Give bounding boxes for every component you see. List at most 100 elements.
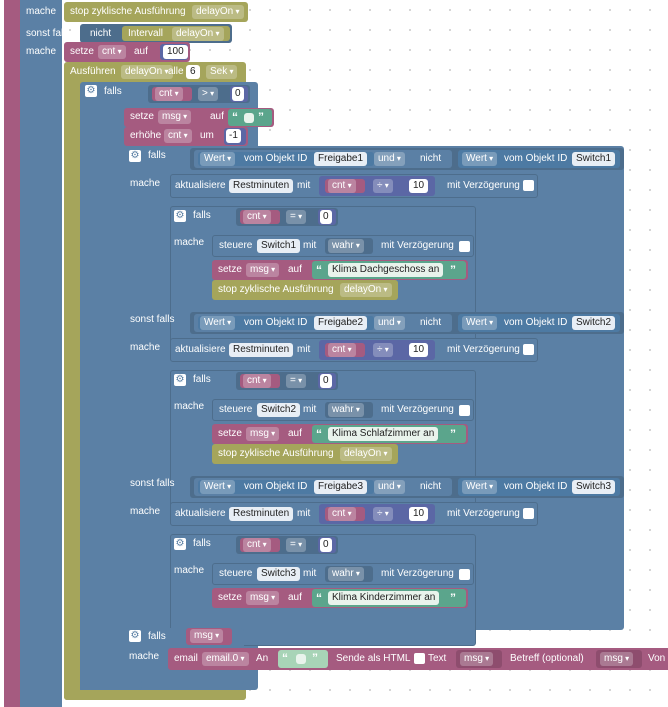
divide-block[interactable]: cnt ÷ 10	[319, 176, 435, 196]
gear-icon[interactable]: ⚙	[174, 374, 186, 386]
cnt-get-dropdown[interactable]: cnt	[243, 210, 271, 224]
delay-checkbox[interactable]	[459, 241, 470, 252]
divide-block[interactable]: cnt ÷ 10	[319, 340, 435, 360]
zero-field[interactable]: 0	[232, 87, 244, 101]
delay-checkbox[interactable]	[459, 569, 470, 580]
object-id-field[interactable]: Freigabe3	[314, 480, 368, 494]
object-id-field[interactable]: Freigabe1	[314, 152, 368, 166]
text-literal-block[interactable]: Klima Kinderzimmer an	[312, 589, 466, 607]
cnt-get-dropdown[interactable]: cnt	[155, 87, 183, 101]
value-dropdown[interactable]: Wert	[200, 480, 236, 494]
to-address-text-block[interactable]	[278, 650, 328, 668]
switch-target-field[interactable]: Switch2	[257, 403, 301, 417]
switch-id-field[interactable]: Switch2	[572, 316, 616, 330]
zero-field[interactable]: 0	[320, 538, 332, 552]
update-state-block[interactable]: aktualisiere Restminuten mit cnt ÷ 10 mi…	[170, 502, 538, 526]
cnt-get-block[interactable]: cnt	[152, 87, 192, 101]
eq-operator-dropdown[interactable]: =	[286, 210, 307, 224]
empty-text-block[interactable]	[228, 109, 272, 126]
interval-6-field[interactable]: 6	[186, 65, 200, 79]
switch-id-field[interactable]: Switch1	[572, 152, 616, 166]
and-block[interactable]: Wert vom Objekt ID Freigabe3 und nicht	[194, 478, 452, 496]
cnt-get-block[interactable]: cnt	[240, 538, 280, 552]
update-state-block[interactable]: aktualisiere Restminuten mit cnt ÷ 10 mi…	[170, 338, 538, 362]
gt-operator-dropdown[interactable]: >	[198, 87, 219, 101]
state-id-field[interactable]: Restminuten	[229, 343, 294, 357]
cnt-get-block[interactable]: cnt	[325, 179, 365, 193]
cnt-var-dropdown[interactable]: cnt	[98, 45, 126, 59]
value-dropdown[interactable]: Wert	[462, 152, 498, 166]
bool-block[interactable]: wahr	[325, 238, 373, 254]
compare-block[interactable]: cnt = 0	[236, 536, 338, 554]
delay-checkbox[interactable]	[523, 180, 534, 191]
compare-block[interactable]: cnt = 0	[236, 208, 338, 226]
divisor-field[interactable]: 10	[409, 343, 429, 357]
subject-var-dropdown[interactable]: msg	[600, 652, 634, 666]
and-operator-dropdown[interactable]: und	[374, 316, 405, 330]
to-address-field[interactable]	[296, 654, 306, 664]
msg-var-dropdown[interactable]: msg	[158, 110, 192, 124]
cnt-get-dropdown[interactable]: cnt	[243, 538, 271, 552]
msg-var-dropdown[interactable]: msg	[246, 427, 280, 441]
value-dropdown[interactable]: Wert	[200, 316, 236, 330]
subject-var-block[interactable]: msg	[596, 650, 642, 668]
send-as-html-checkbox[interactable]	[414, 653, 425, 664]
branch-condition-block[interactable]: Wert vom Objekt ID Freigabe2 und nicht W…	[190, 312, 624, 334]
number-100-field[interactable]: 100	[163, 45, 188, 59]
delay-checkbox[interactable]	[459, 405, 470, 416]
text-var-block[interactable]: msg	[456, 650, 502, 668]
compare-block[interactable]: cnt = 0	[236, 372, 338, 390]
switch-target-field[interactable]: Switch1	[257, 239, 301, 253]
and-operator-dropdown[interactable]: und	[374, 480, 405, 494]
control-switch-block[interactable]: steuere Switch1 mit wahr mit Verzögerung	[212, 235, 474, 257]
text-literal-block[interactable]: Klima Dachgeschoss an	[312, 261, 466, 279]
delay-checkbox[interactable]	[523, 344, 534, 355]
eq-operator-dropdown[interactable]: =	[286, 374, 307, 388]
email-send-block[interactable]: email email.0 An Sende als HTML Text msg…	[168, 648, 668, 670]
zero-field[interactable]: 0	[320, 210, 332, 224]
gear-icon[interactable]: ⚙	[129, 150, 141, 162]
text-literal-field[interactable]: Klima Dachgeschoss an	[328, 263, 444, 277]
text-var-dropdown[interactable]: msg	[460, 652, 494, 666]
gear-icon[interactable]: ⚙	[174, 538, 186, 550]
msg-condition-dropdown[interactable]: msg	[190, 629, 224, 643]
interval-block[interactable]: Intervall delayOn	[122, 26, 230, 41]
text-literal-block[interactable]: Klima Schlafzimmer an	[312, 425, 466, 443]
cnt-get-dropdown[interactable]: cnt	[243, 374, 271, 388]
state-id-field[interactable]: Restminuten	[229, 507, 294, 521]
gear-icon[interactable]: ⚙	[85, 85, 97, 97]
email-instance-dropdown[interactable]: email.0	[202, 652, 249, 666]
branch-condition-block[interactable]: Wert vom Objekt ID Freigabe1 und nicht W…	[190, 148, 624, 170]
stop-cyclic-block[interactable]: stop zyklische Ausführung delayOn	[212, 444, 398, 464]
cnt-get-dropdown[interactable]: cnt	[328, 179, 356, 193]
msg-var-dropdown[interactable]: msg	[246, 263, 280, 277]
cnt-get-dropdown[interactable]: cnt	[328, 343, 356, 357]
value-of-switch-block[interactable]: Wert vom Objekt ID Switch1	[458, 150, 620, 168]
set-msg-empty-block[interactable]: setze msg auf	[124, 108, 274, 127]
cnt-get-block[interactable]: cnt	[325, 343, 365, 357]
stop-var-dropdown[interactable]: delayOn	[340, 447, 392, 461]
unit-dropdown[interactable]: Sek	[206, 65, 238, 79]
and-operator-dropdown[interactable]: und	[374, 152, 405, 166]
value-dropdown[interactable]: Wert	[462, 480, 498, 494]
interval-var-dropdown[interactable]: delayOn	[172, 27, 224, 41]
divide-operator-dropdown[interactable]: ÷	[373, 343, 393, 357]
set-cnt-block[interactable]: setze cnt auf 100	[64, 42, 190, 62]
value-of-switch-block[interactable]: Wert vom Objekt ID Switch3	[458, 478, 620, 496]
increment-var-dropdown[interactable]: cnt	[164, 129, 192, 143]
and-block[interactable]: Wert vom Objekt ID Freigabe2 und nicht	[194, 314, 452, 332]
and-block[interactable]: Wert vom Objekt ID Freigabe1 und nicht	[194, 150, 452, 168]
cnt-get-dropdown[interactable]: cnt	[328, 507, 356, 521]
zero-field[interactable]: 0	[320, 374, 332, 388]
divide-block[interactable]: cnt ÷ 10	[319, 504, 435, 524]
text-literal-field[interactable]: Klima Kinderzimmer an	[328, 591, 440, 605]
compare-block[interactable]: cnt > 0	[148, 85, 250, 103]
stop-var-dropdown[interactable]: delayOn	[192, 5, 244, 19]
gear-icon[interactable]: ⚙	[129, 630, 141, 642]
msg-var-dropdown[interactable]: msg	[246, 591, 280, 605]
not-block[interactable]: nicht Intervall delayOn	[80, 24, 232, 43]
control-switch-block[interactable]: steuere Switch2 mit wahr mit Verzögerung	[212, 399, 474, 421]
value-dropdown[interactable]: Wert	[200, 152, 236, 166]
control-switch-block[interactable]: steuere Switch3 mit wahr mit Verzögerung	[212, 563, 474, 585]
gear-icon[interactable]: ⚙	[174, 210, 186, 222]
